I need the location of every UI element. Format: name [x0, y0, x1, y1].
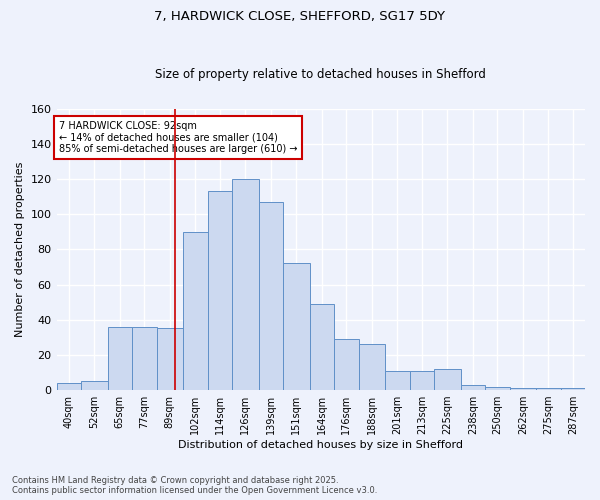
Bar [434, 369, 461, 390]
Bar [132, 326, 157, 390]
Bar [56, 383, 81, 390]
Bar [485, 386, 509, 390]
Bar [232, 179, 259, 390]
Bar [461, 385, 485, 390]
Bar [509, 388, 536, 390]
Bar [410, 370, 434, 390]
Bar [359, 344, 385, 390]
Bar [334, 339, 359, 390]
Bar [310, 304, 334, 390]
Bar [157, 328, 183, 390]
Bar [560, 388, 585, 390]
Text: 7 HARDWICK CLOSE: 92sqm
← 14% of detached houses are smaller (104)
85% of semi-d: 7 HARDWICK CLOSE: 92sqm ← 14% of detache… [59, 121, 297, 154]
Bar [259, 202, 283, 390]
Bar [107, 326, 132, 390]
Bar [283, 264, 310, 390]
Title: Size of property relative to detached houses in Shefford: Size of property relative to detached ho… [155, 68, 486, 81]
Bar [385, 370, 410, 390]
Bar [81, 382, 107, 390]
Bar [208, 192, 232, 390]
Bar [536, 388, 560, 390]
Bar [183, 232, 208, 390]
Text: 7, HARDWICK CLOSE, SHEFFORD, SG17 5DY: 7, HARDWICK CLOSE, SHEFFORD, SG17 5DY [155, 10, 445, 23]
X-axis label: Distribution of detached houses by size in Shefford: Distribution of detached houses by size … [178, 440, 463, 450]
Text: Contains HM Land Registry data © Crown copyright and database right 2025.
Contai: Contains HM Land Registry data © Crown c… [12, 476, 377, 495]
Y-axis label: Number of detached properties: Number of detached properties [15, 162, 25, 337]
